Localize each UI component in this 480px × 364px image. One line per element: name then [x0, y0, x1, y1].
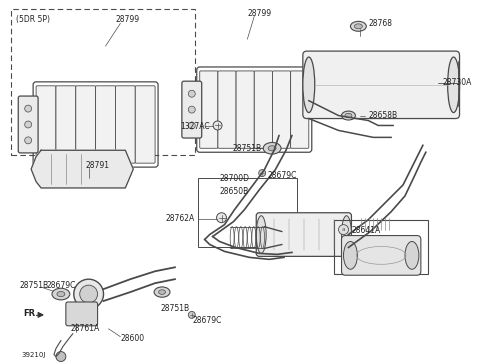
Text: 28799: 28799 [247, 9, 272, 18]
FancyBboxPatch shape [342, 236, 421, 275]
FancyBboxPatch shape [290, 71, 309, 148]
Ellipse shape [57, 292, 65, 297]
Text: 28679C: 28679C [193, 316, 222, 325]
FancyBboxPatch shape [218, 71, 236, 148]
Ellipse shape [303, 57, 315, 112]
FancyBboxPatch shape [236, 71, 254, 148]
Ellipse shape [448, 57, 459, 112]
Text: 28751B: 28751B [232, 144, 262, 153]
FancyBboxPatch shape [36, 86, 56, 163]
Text: 28658B: 28658B [368, 111, 397, 120]
FancyBboxPatch shape [200, 71, 218, 148]
Ellipse shape [263, 142, 281, 154]
Bar [198, 178, 297, 248]
Text: 28679C: 28679C [46, 281, 75, 290]
FancyBboxPatch shape [273, 71, 290, 148]
Text: 28650B: 28650B [219, 187, 249, 197]
Ellipse shape [52, 288, 70, 300]
Text: 28730A: 28730A [443, 78, 472, 87]
FancyBboxPatch shape [254, 71, 273, 148]
Text: a: a [342, 227, 345, 232]
Circle shape [24, 121, 32, 128]
Bar [12, 9, 195, 155]
Circle shape [338, 225, 348, 234]
Circle shape [213, 121, 222, 130]
Text: 28679C: 28679C [267, 171, 297, 179]
Text: 1327AC: 1327AC [180, 122, 209, 131]
Ellipse shape [80, 285, 97, 303]
FancyBboxPatch shape [96, 86, 115, 163]
Circle shape [216, 213, 227, 223]
Ellipse shape [405, 241, 419, 269]
Text: 28762A: 28762A [166, 214, 195, 223]
Text: 28600: 28600 [120, 334, 144, 343]
Circle shape [259, 170, 265, 177]
Text: 28751B: 28751B [160, 304, 189, 313]
FancyBboxPatch shape [56, 86, 76, 163]
Ellipse shape [154, 287, 170, 297]
Circle shape [24, 105, 32, 112]
Ellipse shape [256, 216, 266, 253]
FancyBboxPatch shape [115, 86, 135, 163]
Polygon shape [31, 150, 133, 188]
Circle shape [188, 106, 195, 113]
Circle shape [24, 137, 32, 144]
Ellipse shape [268, 146, 276, 151]
Ellipse shape [350, 21, 366, 31]
Text: (5DR 5P): (5DR 5P) [16, 15, 50, 24]
Text: 28700D: 28700D [219, 174, 250, 182]
FancyBboxPatch shape [303, 51, 459, 119]
FancyBboxPatch shape [66, 302, 97, 326]
Bar [334, 220, 428, 274]
FancyBboxPatch shape [256, 213, 351, 256]
FancyBboxPatch shape [18, 96, 38, 153]
Ellipse shape [345, 113, 352, 118]
Circle shape [188, 90, 195, 97]
Ellipse shape [342, 111, 355, 120]
Text: 28799: 28799 [115, 15, 140, 24]
Ellipse shape [354, 24, 362, 29]
FancyBboxPatch shape [76, 86, 96, 163]
Ellipse shape [344, 241, 358, 269]
Text: FR.: FR. [23, 309, 39, 318]
Ellipse shape [342, 216, 351, 253]
Text: 28751B: 28751B [19, 281, 48, 290]
Text: 28641A: 28641A [351, 226, 381, 235]
Text: 28761A: 28761A [71, 324, 100, 333]
Text: 28768: 28768 [368, 19, 392, 28]
Text: 39210J: 39210J [21, 352, 46, 357]
FancyBboxPatch shape [135, 86, 155, 163]
Ellipse shape [74, 279, 104, 309]
FancyBboxPatch shape [182, 81, 202, 138]
Circle shape [188, 122, 195, 129]
Ellipse shape [158, 290, 166, 294]
Text: 28791: 28791 [86, 161, 110, 170]
Circle shape [188, 312, 195, 318]
Circle shape [56, 352, 66, 361]
